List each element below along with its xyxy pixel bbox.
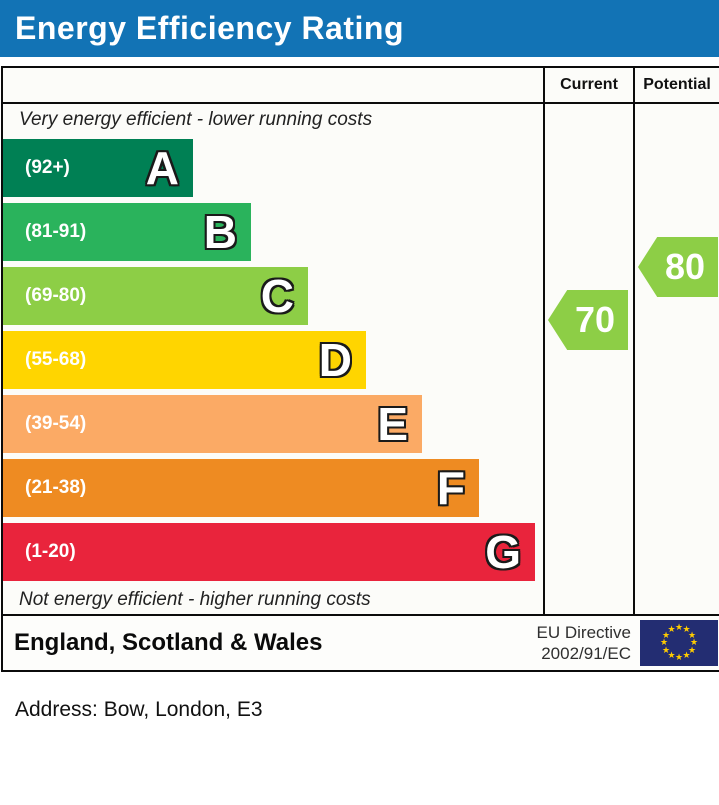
title-bar: Energy Efficiency Rating [0,0,719,57]
eu-flag-star: ★ [687,629,697,640]
energy-efficiency-table: Current Potential Very energy efficient … [1,66,719,672]
band-range-label: (55-68) [25,349,87,370]
band-range-label: (39-54) [25,413,87,434]
band-range-label: (21-38) [25,477,87,498]
band-letter: E [377,398,408,450]
eu-flag-star: ★ [674,652,684,662]
address-line: Address: Bow, London, E3 [15,698,263,721]
eu-directive-line2: 2002/91/EC [541,644,631,663]
band-row-F: (21-38) F [3,459,479,517]
current-column: 70 [543,104,633,614]
table-header-row: Current Potential [3,68,719,104]
band-range-label: (92+) [25,157,70,178]
band-letter: A [145,142,179,194]
band-letter: G [485,526,521,578]
eu-flag-star: ★ [687,644,697,655]
band-row-A: (92+) A [3,139,193,197]
header-potential: Potential [633,68,719,102]
header-current: Current [543,68,633,102]
eu-flag-star: ★ [667,624,676,634]
band-range-label: (81-91) [25,221,87,242]
band-range-label: (1-20) [25,541,76,562]
eu-flag-star: ★ [661,629,671,640]
band-row-G: (1-20) G [3,523,535,581]
header-empty-cell [3,68,543,102]
band-row-E: (39-54) E [3,395,422,453]
band-letter: D [318,334,352,386]
band-range-label: (69-80) [25,285,87,306]
eu-flag-star: ★ [689,637,699,647]
eu-flag-star: ★ [682,624,691,634]
potential-column: 80 [633,104,719,614]
eu-directive-label: EU Directive 2002/91/EC [537,622,631,665]
chart-body-row: Very energy efficient - lower running co… [3,104,719,614]
rating-bars-column: Very energy efficient - lower running co… [3,104,543,614]
eu-directive-line1: EU Directive [536,622,631,642]
eu-flag-star: ★ [661,644,671,655]
band-letter: F [436,462,465,514]
note-very-efficient: Very energy efficient - lower running co… [19,109,373,130]
band-row-C: (69-80) C [3,267,308,325]
band-row-B: (81-91) B [3,203,251,261]
eu-flag-star: ★ [682,649,691,660]
eu-flag-star: ★ [674,622,684,632]
current-rating-pointer: 70 [548,290,628,350]
note-not-efficient: Not energy efficient - higher running co… [19,589,371,610]
band-letter: B [203,206,237,258]
band-row-D: (55-68) D [3,331,366,389]
eu-flag-icon: ★ ★ ★ ★ ★ ★ ★ ★ ★ ★ ★ ★ [640,620,718,666]
page-title: Energy Efficiency Rating [15,10,404,46]
eu-flag-star: ★ [667,649,676,660]
region-label: England, Scotland & Wales [14,629,323,656]
band-letter: C [260,270,294,322]
eu-flag-star: ★ [659,637,669,647]
potential-rating-pointer: 80 [638,237,718,297]
table-footer-row: England, Scotland & Wales EU Directive 2… [3,614,719,670]
